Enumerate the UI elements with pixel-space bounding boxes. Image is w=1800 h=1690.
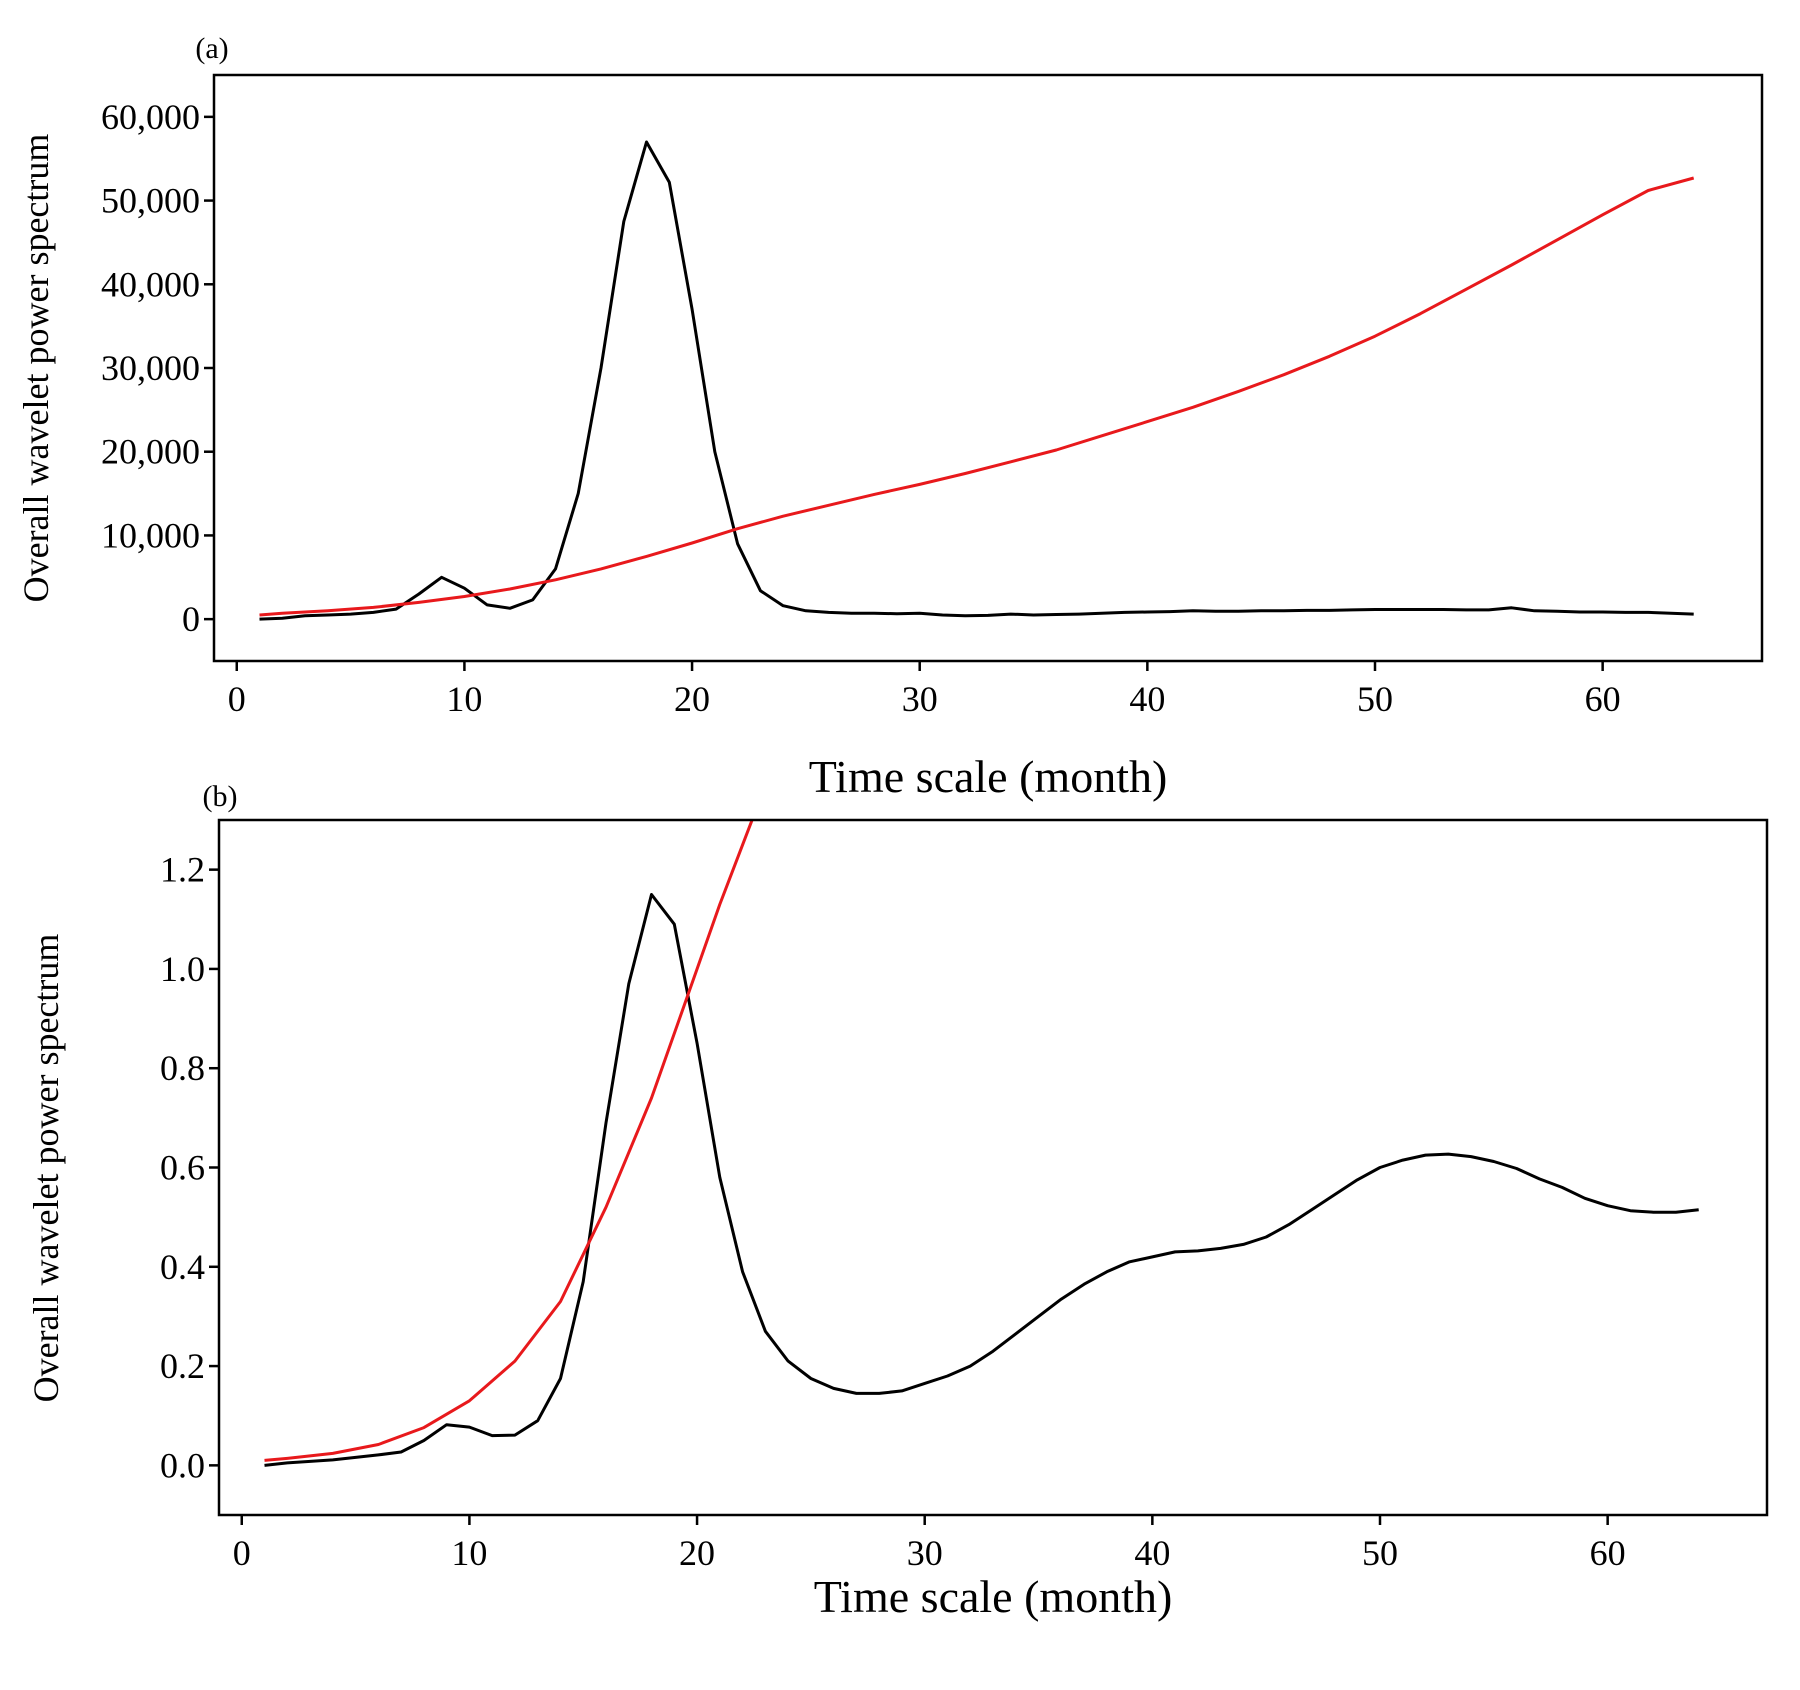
y-tick-label: 20,000: [101, 432, 200, 472]
y-tick-label: 0.0: [160, 1445, 205, 1485]
x-tick-label: 50: [1357, 679, 1393, 719]
x-tick-label: 0: [228, 679, 246, 719]
x-tick-label: 40: [1129, 679, 1165, 719]
x-tick-label: 60: [1590, 1533, 1626, 1573]
y-axis-title: Overall wavelet power spectrum: [26, 934, 66, 1403]
y-tick-label: 50,000: [101, 181, 200, 221]
y-tick-label: 0: [182, 599, 200, 639]
x-tick-label: 60: [1585, 679, 1621, 719]
x-tick-label: 20: [674, 679, 710, 719]
x-tick-label: 50: [1362, 1533, 1398, 1573]
plot-frame: [212, 73, 1764, 663]
spectrum-series-line: [259, 140, 1694, 621]
panel-label: (a): [195, 32, 228, 65]
y-tick-label: 0.4: [160, 1247, 205, 1287]
spectrum-series-line: [264, 893, 1699, 1467]
panel-a: 0 10 20 30 40 50 60 0 10,000 20,000 30,000 40,000 50…: [16, 32, 1764, 802]
x-tick-label: 30: [907, 1533, 943, 1573]
y-tick-label: 60,000: [101, 97, 200, 137]
y-tick-label: 0.8: [160, 1048, 205, 1088]
x-tick-label: 40: [1134, 1533, 1170, 1573]
significance-series-line: [259, 176, 1695, 617]
y-tick-label: 10,000: [101, 515, 200, 555]
y-tick-label: 0.6: [160, 1148, 205, 1188]
x-tick-label: 30: [902, 679, 938, 719]
x-tick-label: 0: [233, 1533, 251, 1573]
y-tick-label: 30,000: [101, 348, 200, 388]
x-tick-label: 10: [451, 1533, 487, 1573]
panel-label: (b): [203, 780, 238, 813]
x-axis-title: Time scale (month): [814, 1571, 1173, 1622]
panel-b: 0 10 20 30 40 50 60 0.0 0.2 0.4 0.6 0.8 1.0 1.2 Time s…: [26, 780, 1769, 1622]
y-axis-title: Overall wavelet power spectrum: [16, 134, 56, 603]
y-tick-label: 40,000: [101, 264, 200, 304]
y-tick-label: 1.0: [160, 949, 205, 989]
y-tick-label: 1.2: [160, 850, 205, 890]
significance-series-line: [264, 820, 754, 1462]
y-tick-label: 0.2: [160, 1346, 205, 1386]
x-tick-label: 20: [679, 1533, 715, 1573]
x-axis-title: Time scale (month): [809, 751, 1168, 802]
x-tick-label: 10: [446, 679, 482, 719]
